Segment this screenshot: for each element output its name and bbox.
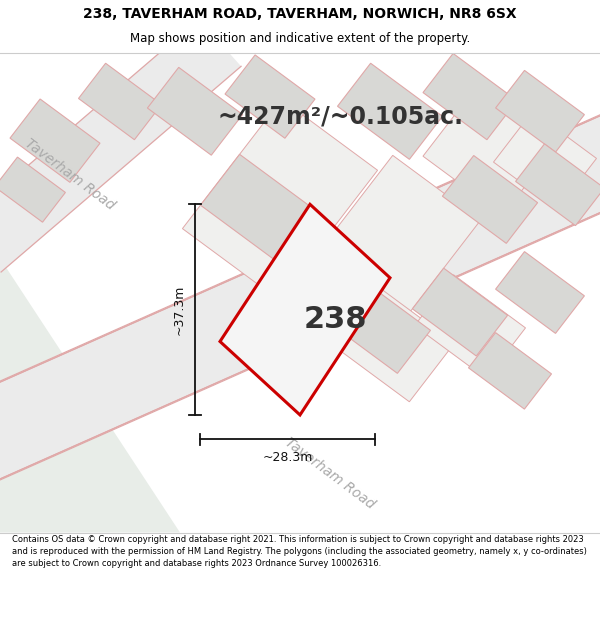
Polygon shape <box>148 68 242 155</box>
Text: Map shows position and indicative extent of the property.: Map shows position and indicative extent… <box>130 32 470 45</box>
Text: Taverham Road: Taverham Road <box>22 137 118 213</box>
Polygon shape <box>225 55 315 138</box>
Polygon shape <box>0 157 65 222</box>
Polygon shape <box>0 115 600 479</box>
Text: 238, TAVERHAM ROAD, TAVERHAM, NORWICH, NR8 6SX: 238, TAVERHAM ROAD, TAVERHAM, NORWICH, N… <box>83 7 517 21</box>
Polygon shape <box>338 63 442 159</box>
Text: 238: 238 <box>303 305 367 334</box>
Polygon shape <box>182 99 377 299</box>
Polygon shape <box>515 144 600 226</box>
Polygon shape <box>442 156 538 243</box>
Polygon shape <box>496 252 584 333</box>
Polygon shape <box>0 19 241 272</box>
Text: ~427m²/~0.105ac.: ~427m²/~0.105ac. <box>217 104 463 128</box>
Polygon shape <box>415 275 526 379</box>
Polygon shape <box>79 63 161 140</box>
Polygon shape <box>200 154 319 264</box>
Text: ~28.3m: ~28.3m <box>262 451 313 464</box>
Polygon shape <box>423 54 517 140</box>
Polygon shape <box>299 156 481 341</box>
Polygon shape <box>493 111 596 209</box>
Polygon shape <box>220 204 390 415</box>
Polygon shape <box>326 281 454 402</box>
Polygon shape <box>412 268 508 356</box>
Polygon shape <box>496 71 584 152</box>
Polygon shape <box>469 332 551 409</box>
Polygon shape <box>10 99 100 182</box>
Text: Contains OS data © Crown copyright and database right 2021. This information is : Contains OS data © Crown copyright and d… <box>12 535 587 568</box>
Polygon shape <box>0 258 180 532</box>
Text: ~37.3m: ~37.3m <box>173 284 185 335</box>
Polygon shape <box>329 280 430 373</box>
Text: Taverham Road: Taverham Road <box>283 436 377 512</box>
Polygon shape <box>423 86 557 215</box>
